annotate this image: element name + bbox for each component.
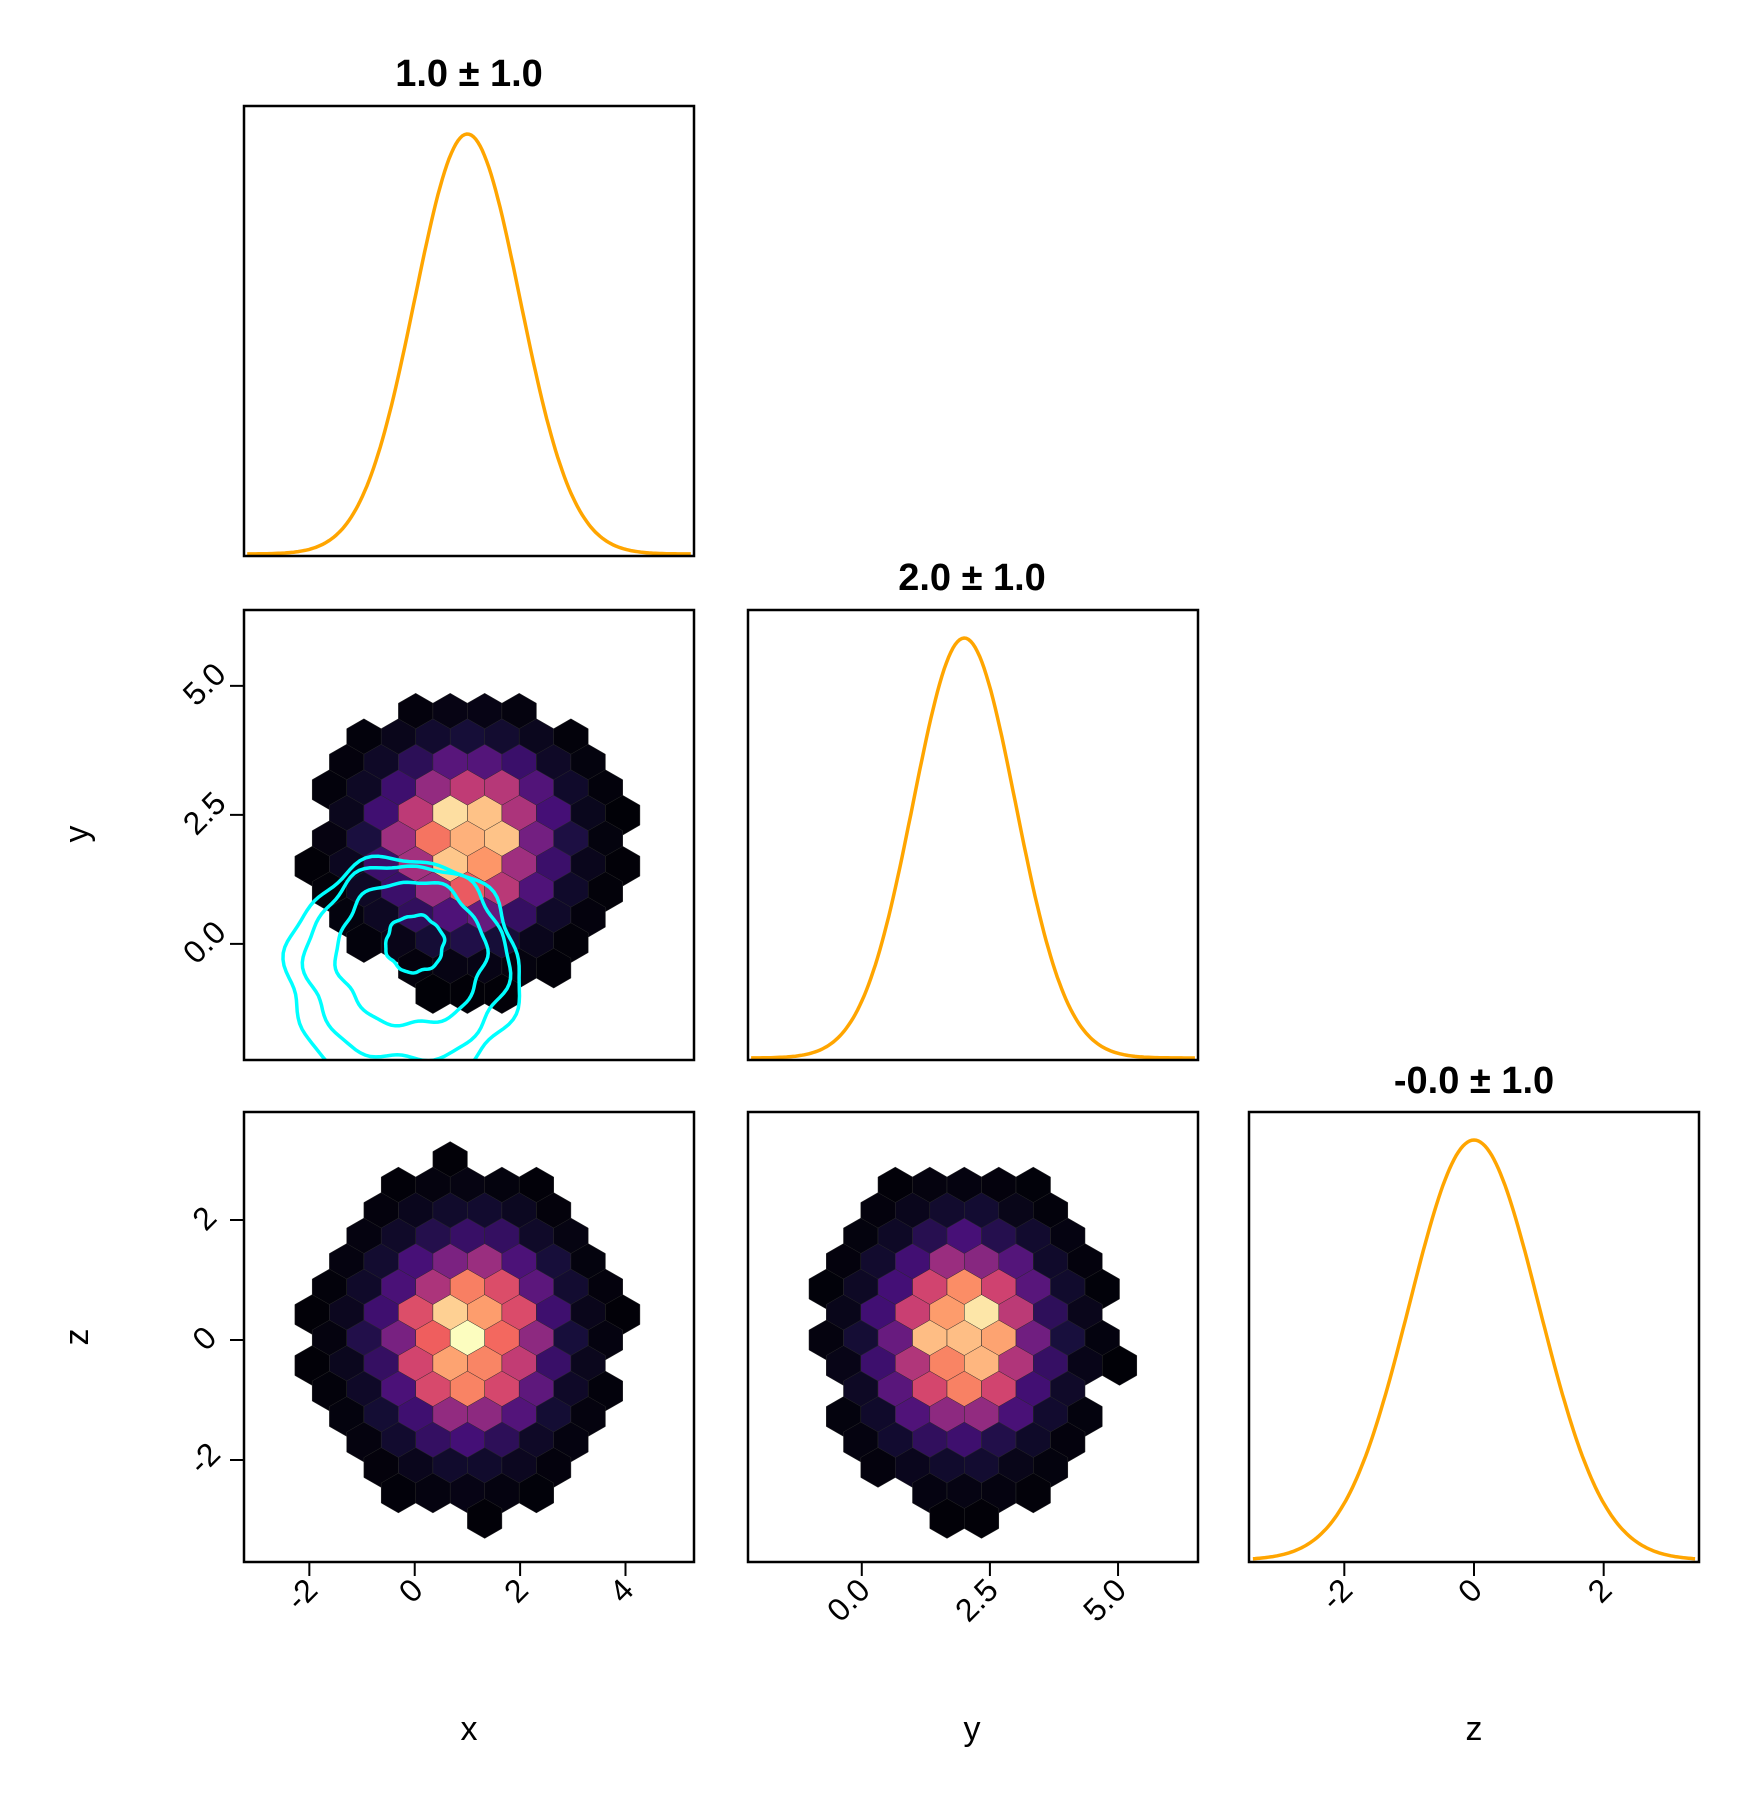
marginal-z xyxy=(1252,1138,1696,1561)
hex-cell xyxy=(1015,1472,1051,1514)
ylabel-z: z xyxy=(58,1329,96,1346)
xtick-label-y: 0.0 xyxy=(820,1571,877,1628)
ytick-label-y: 0.0 xyxy=(176,914,233,971)
marginal-x-frame xyxy=(242,104,696,558)
xtick-label-x: 0 xyxy=(392,1571,430,1609)
hexbin-x-y xyxy=(281,693,641,1060)
kde-curve-z xyxy=(1252,1138,1696,1561)
marginal-x xyxy=(247,132,691,556)
ytick-label-z: 0 xyxy=(185,1319,223,1357)
hexbin-y-z xyxy=(808,1166,1138,1539)
xtick-label-x: 4 xyxy=(602,1571,640,1609)
hexbin-x-z-frame xyxy=(242,1110,696,1564)
xtick-label-x: -2 xyxy=(279,1571,325,1617)
kde-curve-x xyxy=(247,132,691,556)
hex-cell xyxy=(1102,1345,1138,1386)
hexbin-y-z-frame xyxy=(746,1110,1200,1564)
xtick-label-x: 2 xyxy=(497,1571,535,1609)
ytick-label-z: -2 xyxy=(181,1435,227,1481)
ytick-label-z: 2 xyxy=(185,1199,223,1237)
xtick-label-z: 0 xyxy=(1451,1571,1489,1609)
title-y: 2.0 ± 1.0 xyxy=(898,557,1046,599)
ytick-label-y: 2.5 xyxy=(176,785,233,842)
hex-cell xyxy=(964,1498,1000,1539)
ytick-label-y: 5.0 xyxy=(176,656,233,713)
xtick-label-z: 2 xyxy=(1581,1571,1619,1609)
hex-cell xyxy=(467,1498,503,1539)
xlabel-x: x xyxy=(461,1710,478,1748)
xlabel-z: z xyxy=(1466,1710,1483,1748)
hexbin-x-z xyxy=(294,1141,641,1539)
xtick-label-y: 5.0 xyxy=(1076,1571,1133,1628)
hex-cell xyxy=(536,948,572,989)
xlabel-y: y xyxy=(964,1710,981,1748)
contour-level-1 xyxy=(383,913,447,975)
title-x: 1.0 ± 1.0 xyxy=(395,53,543,95)
ylabel-y: y xyxy=(58,826,96,843)
contour-level-2 xyxy=(333,880,490,1028)
title-z: -0.0 ± 1.0 xyxy=(1394,1060,1554,1102)
hexbin-x-y-frame xyxy=(242,608,696,1062)
marginal-y xyxy=(751,636,1195,1060)
xtick-label-y: 2.5 xyxy=(948,1571,1005,1628)
kde-curve-y xyxy=(751,636,1195,1060)
marginal-z-frame xyxy=(1247,1110,1701,1564)
marginal-y-frame xyxy=(746,608,1200,1062)
contour-level-4 xyxy=(281,854,522,1060)
xtick-label-z: -2 xyxy=(1314,1571,1360,1617)
hex-cell xyxy=(518,1472,554,1514)
